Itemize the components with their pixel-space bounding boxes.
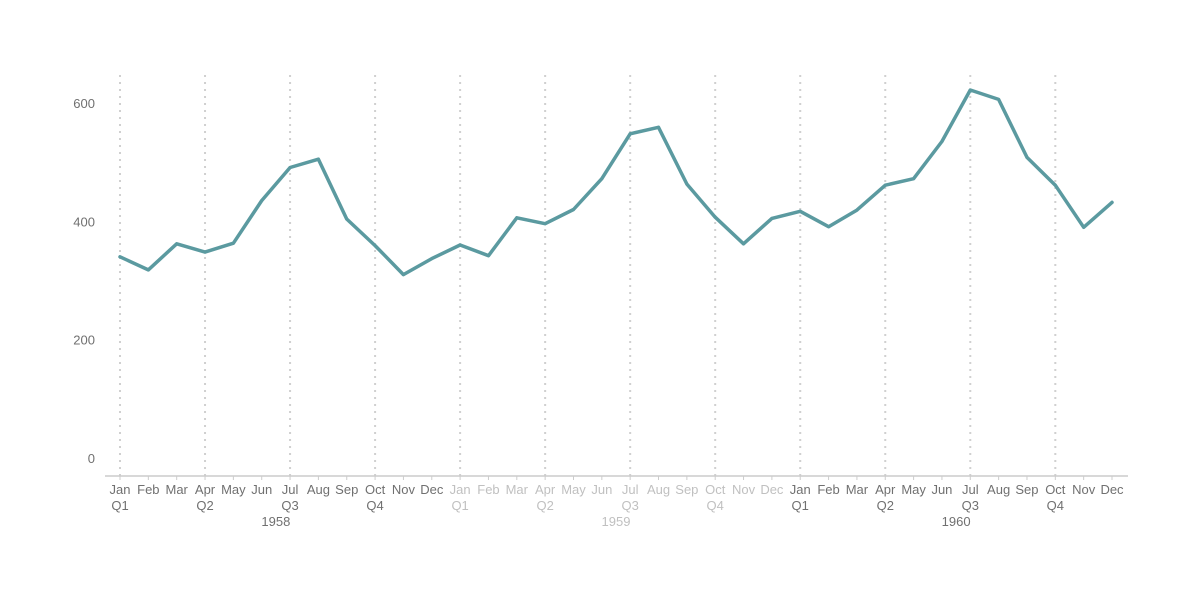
- data-point: [997, 97, 1001, 101]
- x-tick-label-year: 1960: [942, 514, 971, 529]
- x-tick-label-quarter: Q2: [877, 498, 894, 513]
- data-point: [231, 241, 235, 245]
- data-point: [940, 139, 944, 143]
- x-tick-label-quarter: Q2: [196, 498, 213, 513]
- x-tick-label-quarter: Q4: [1047, 498, 1064, 513]
- data-point: [883, 183, 887, 187]
- data-point: [1053, 183, 1057, 187]
- series-layer: [118, 88, 1114, 277]
- data-point: [770, 216, 774, 220]
- x-tick-label-month: Aug: [987, 482, 1010, 497]
- x-tick-label-month: Nov: [732, 482, 756, 497]
- x-tick-label-month: Mar: [506, 482, 529, 497]
- data-point: [685, 182, 689, 186]
- data-point: [657, 125, 661, 129]
- x-tick-label-month: Nov: [1072, 482, 1096, 497]
- x-tick-label-quarter: Q1: [111, 498, 128, 513]
- data-point: [912, 177, 916, 181]
- x-tick-label-month: Jan: [450, 482, 471, 497]
- x-tick-label-quarter: Q4: [366, 498, 383, 513]
- data-point: [146, 268, 150, 272]
- x-tick-label-month: Jan: [790, 482, 811, 497]
- data-point: [798, 209, 802, 213]
- data-point: [373, 244, 377, 248]
- x-tick-label-quarter: Q1: [451, 498, 468, 513]
- y-tick-label: 200: [73, 333, 95, 348]
- data-point: [486, 254, 490, 258]
- x-tick-label-month: Dec: [760, 482, 784, 497]
- data-point: [600, 177, 604, 181]
- x-tick-label-month: Apr: [195, 482, 216, 497]
- x-tick-label-month: Jun: [931, 482, 952, 497]
- x-tick-label-month: Mar: [165, 482, 188, 497]
- x-tick-label-month: Oct: [705, 482, 726, 497]
- data-point: [827, 225, 831, 229]
- data-point: [260, 199, 264, 203]
- x-tick-label-month: Sep: [675, 482, 698, 497]
- data-point: [855, 208, 859, 212]
- x-tick-label-quarter: Q3: [962, 498, 979, 513]
- x-tick-label-month: Feb: [477, 482, 499, 497]
- data-point: [1082, 225, 1086, 229]
- x-tick-label-month: Dec: [420, 482, 444, 497]
- x-tick-label-quarter: Q2: [536, 498, 553, 513]
- grid-layer: [119, 75, 1057, 476]
- data-point: [968, 88, 972, 92]
- x-tick-label-quarter: Q4: [707, 498, 724, 513]
- data-point: [713, 215, 717, 219]
- data-point: [1110, 200, 1114, 204]
- x-tick-label-month: Oct: [365, 482, 386, 497]
- data-point: [458, 243, 462, 247]
- data-point: [118, 255, 122, 259]
- data-point: [288, 165, 292, 169]
- x-tick-label-month: Aug: [307, 482, 330, 497]
- x-tick-label-month: Mar: [846, 482, 869, 497]
- x-tick-label-month: May: [901, 482, 926, 497]
- x-tick-label-month: May: [221, 482, 246, 497]
- x-tick-label-year: 1958: [261, 514, 290, 529]
- x-tick-label-month: Apr: [535, 482, 556, 497]
- y-tick-label: 600: [73, 96, 95, 111]
- axis-layer: [105, 475, 1128, 480]
- data-point: [401, 273, 405, 277]
- x-tick-label-month: Aug: [647, 482, 670, 497]
- data-point: [175, 242, 179, 246]
- y-tick-label: 400: [73, 214, 95, 229]
- x-tick-label-month: Sep: [1015, 482, 1038, 497]
- data-point: [203, 250, 207, 254]
- x-tick-label-quarter: Q1: [792, 498, 809, 513]
- x-tick-label-month: Jan: [110, 482, 131, 497]
- x-tick-label-month: Jul: [622, 482, 639, 497]
- data-point: [345, 217, 349, 221]
- x-tick-label-year: 1959: [602, 514, 631, 529]
- x-tick-label-month: Feb: [137, 482, 159, 497]
- x-tick-label-month: Jul: [282, 482, 299, 497]
- data-point: [316, 157, 320, 161]
- x-tick-label-month: Sep: [335, 482, 358, 497]
- x-tick-label-quarter: Q3: [621, 498, 638, 513]
- data-point: [1025, 155, 1029, 159]
- data-point: [742, 242, 746, 246]
- data-point: [571, 208, 575, 211]
- x-tick-label-month: Dec: [1100, 482, 1124, 497]
- x-tick-label-month: Nov: [392, 482, 416, 497]
- x-tick-label-month: Oct: [1045, 482, 1066, 497]
- series-line: [118, 88, 1114, 277]
- y-tick-label: 0: [88, 451, 95, 466]
- data-point: [430, 257, 434, 261]
- x-tick-label-month: May: [561, 482, 586, 497]
- x-tick-label-month: Feb: [817, 482, 839, 497]
- x-tick-label-month: Apr: [875, 482, 896, 497]
- x-tick-label-month: Jun: [591, 482, 612, 497]
- data-point: [515, 216, 519, 220]
- x-tick-label-month: Jun: [251, 482, 272, 497]
- data-point: [628, 132, 632, 136]
- data-point: [543, 222, 547, 226]
- x-tick-label-quarter: Q3: [281, 498, 298, 513]
- x-tick-label-month: Jul: [962, 482, 979, 497]
